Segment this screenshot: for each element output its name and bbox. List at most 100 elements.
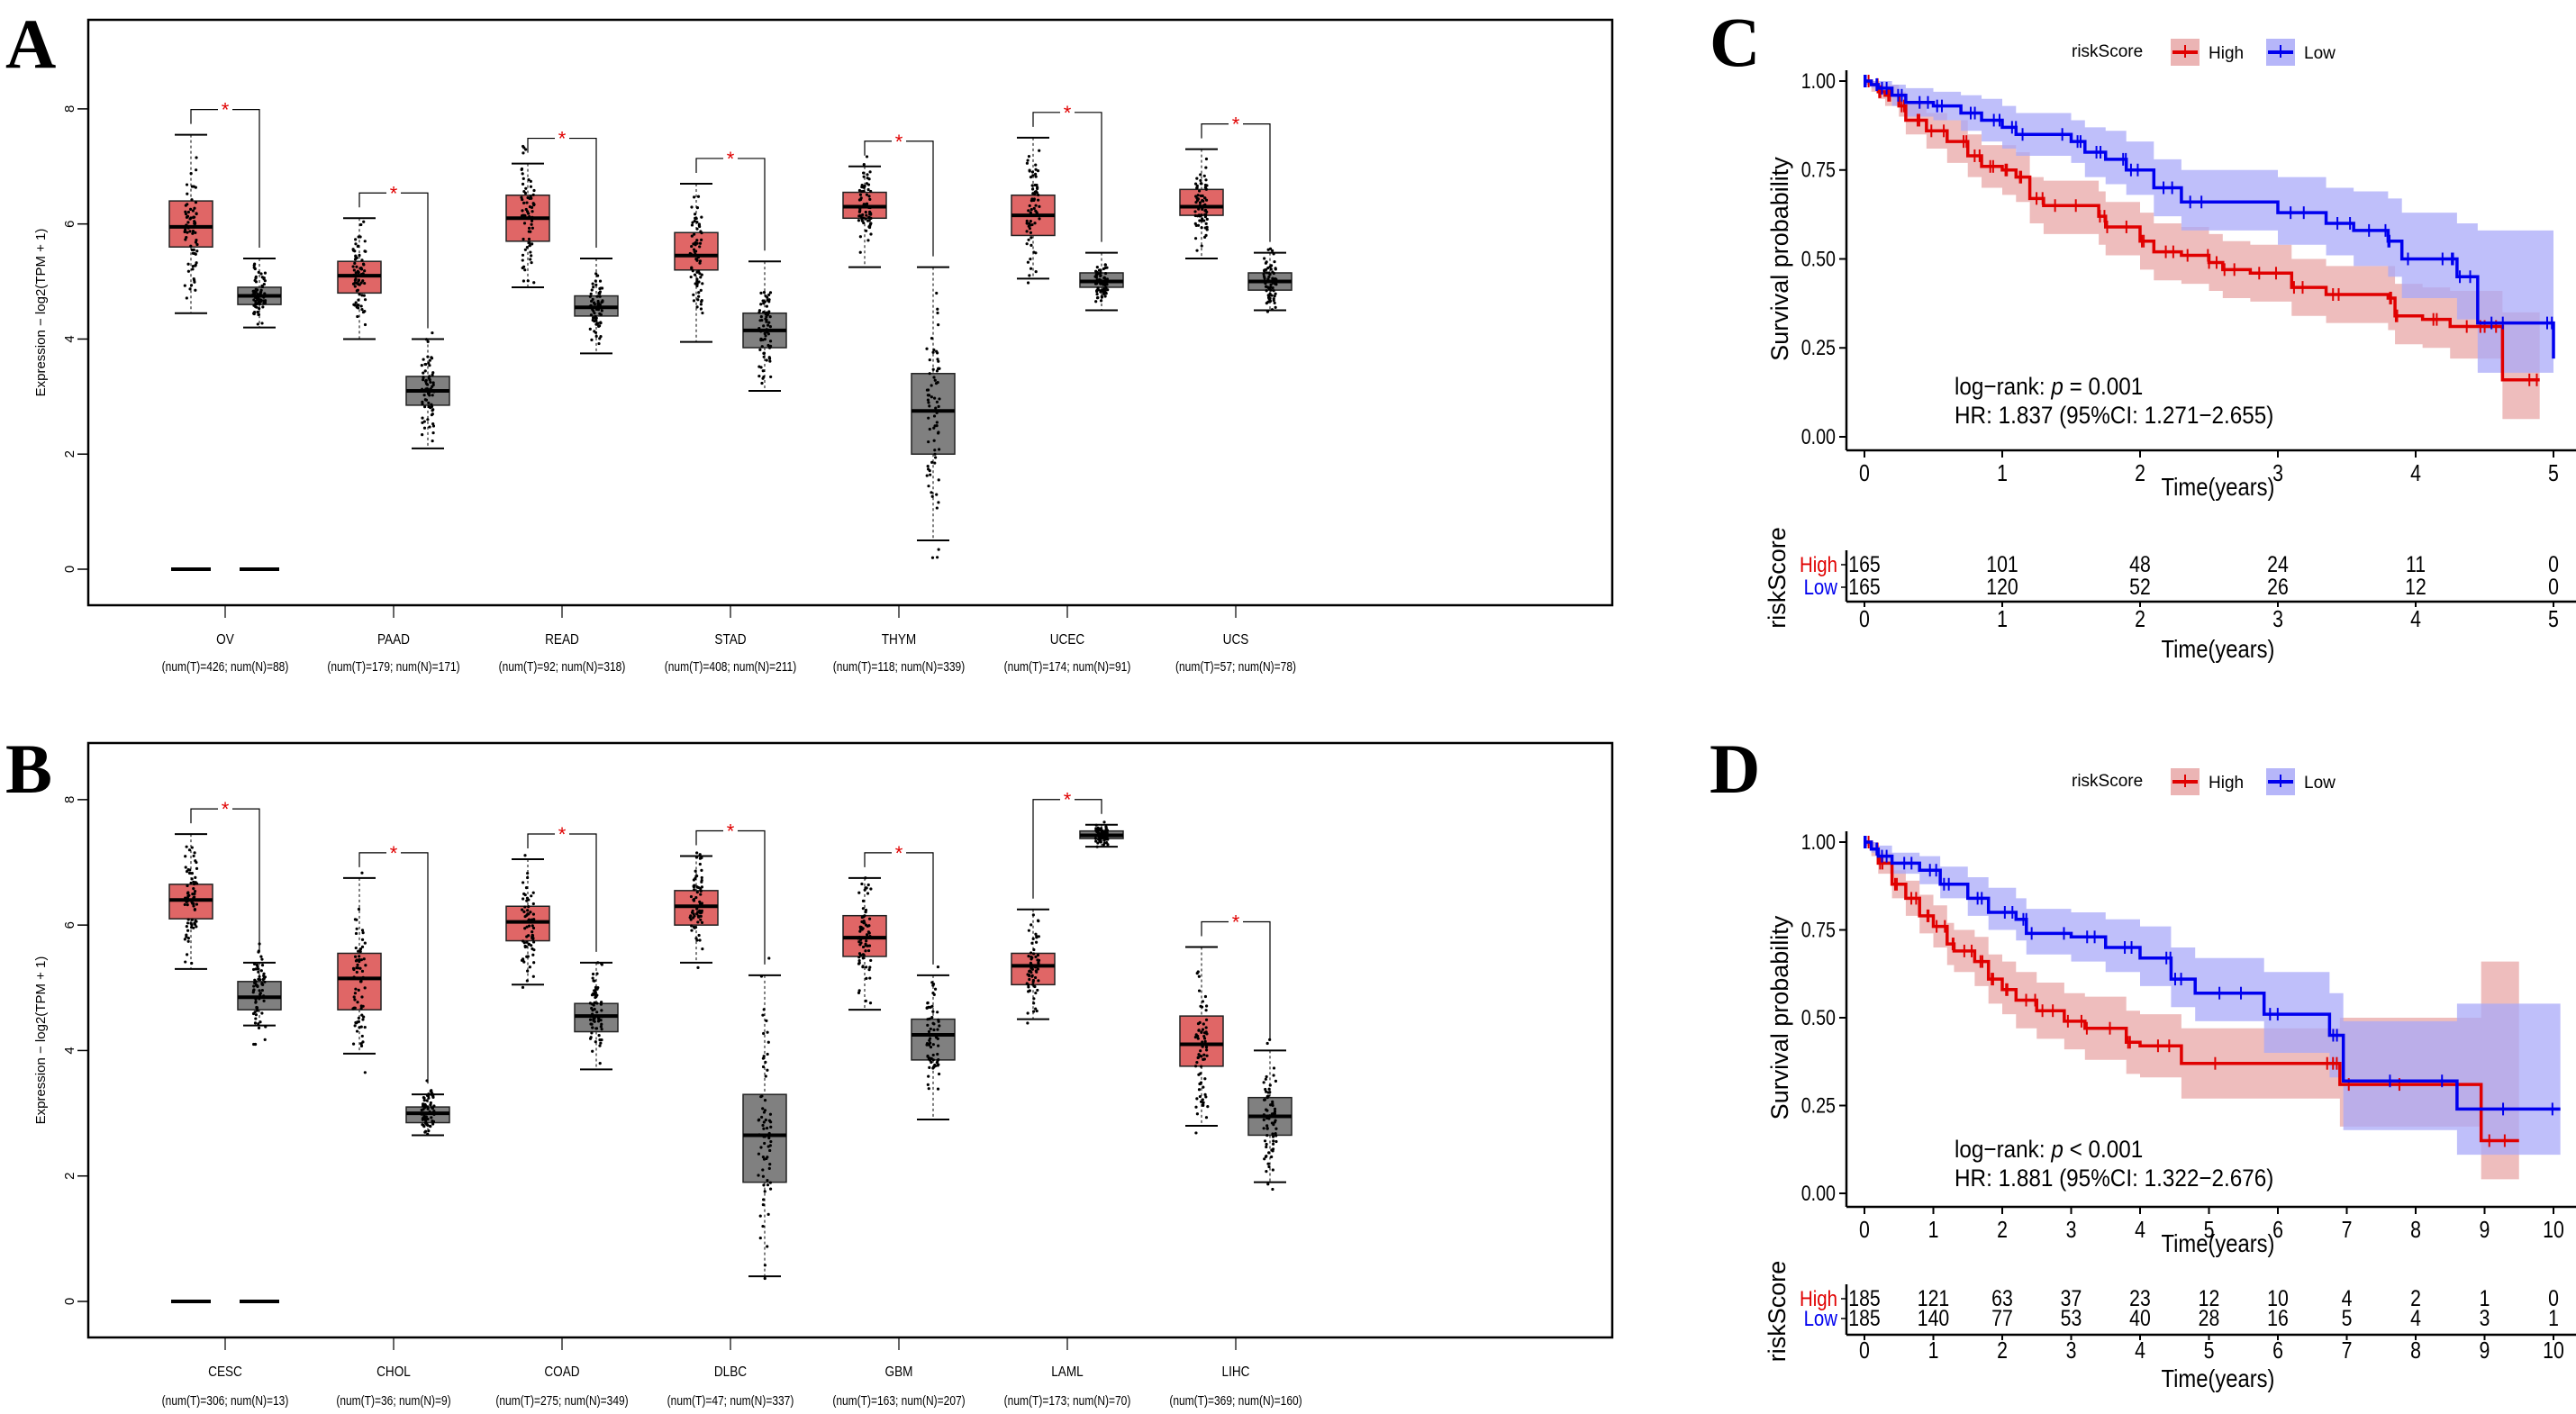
data-point [530,219,534,222]
tumor-box [337,871,382,1074]
risk-row-label-low: Low [1804,1306,1838,1330]
data-point [935,291,939,295]
data-point [1197,1088,1202,1092]
data-point [1029,923,1033,927]
data-point [932,348,936,352]
data-point [363,281,367,286]
data-point [253,262,257,266]
risk-table-x-tick-label: 0 [1859,1337,1870,1364]
data-point [1271,1100,1274,1103]
data-point [264,1025,268,1029]
data-point [184,866,187,869]
data-point [431,1106,434,1110]
data-point [692,293,695,296]
data-point [525,899,529,902]
data-point [1195,249,1199,252]
data-point [185,223,188,227]
data-point [1034,163,1038,167]
significance-bracket [1032,799,1102,899]
data-point [1029,267,1033,270]
risk-count: 101 [1986,551,2018,576]
data-point [190,846,194,849]
data-point [189,881,193,885]
data-point [527,942,531,946]
data-point [361,931,365,935]
data-point [762,1183,766,1187]
risk-table-x-tick-label: 3 [2272,606,2283,633]
data-point [530,894,533,898]
data-point [761,1168,765,1172]
data-point [1100,830,1103,834]
data-point [184,210,187,213]
data-point [429,380,432,385]
data-point [1267,275,1271,278]
hazard-ratio-annotation: HR: 1.881 (95%CI: 1.322−2.676) [1955,1165,2273,1192]
data-point [1202,204,1206,207]
risk-table-x-tick-label: 4 [2135,1337,2145,1364]
data-point [597,341,601,346]
data-point [355,918,358,921]
data-point [936,307,939,311]
data-point [931,350,935,354]
x-tick-label: 7 [2342,1217,2353,1244]
data-point [422,358,425,361]
data-point [1265,1074,1268,1079]
data-point [695,305,699,309]
data-point [866,183,871,186]
data-point [260,964,265,967]
data-point [1264,1155,1268,1158]
data-point [767,956,771,960]
data-point [926,398,930,402]
data-point [526,909,530,912]
y-tick-label: 6 [62,220,77,227]
data-point [935,400,939,403]
tumor-box [674,851,719,969]
data-point [527,924,531,928]
data-point [194,881,197,884]
data-point [261,305,265,309]
data-point [186,891,190,894]
data-point [765,328,768,331]
x-axis-label: Time(years) [2162,472,2275,501]
data-point [1204,1095,1208,1099]
data-point [262,295,266,299]
tumor-box [168,833,213,1303]
data-point [263,980,267,983]
data-point [360,995,364,999]
data-point [863,914,866,918]
legend-label-low: Low [2304,774,2336,793]
data-point [352,995,356,999]
data-point [1195,177,1199,180]
category-ucec: UCEC(num(T)=174; num(N)=91)* [1004,102,1131,674]
data-point [1029,208,1033,212]
data-point [596,274,600,277]
data-point [256,298,259,302]
data-point [184,238,187,241]
data-point [1273,1107,1277,1110]
data-point [867,944,872,947]
tumor-box [168,133,213,571]
y-tick-label: 6 [62,921,77,929]
data-point [762,324,766,328]
data-point [523,905,527,909]
panel-label-d: D [1710,730,1761,808]
data-point [759,366,763,369]
data-point [1262,272,1265,276]
data-point [699,288,703,292]
data-point [195,212,198,216]
data-point [594,272,598,276]
data-point [1201,1040,1204,1044]
data-point [186,939,190,943]
data-point [262,972,266,975]
data-point [697,915,701,919]
data-point [694,217,698,221]
data-point [930,491,933,494]
data-point [191,267,195,271]
data-point [593,312,596,315]
data-point [930,395,933,399]
risk-count: 0 [2548,574,2559,599]
data-point [1270,1121,1274,1125]
risk-count: 0 [2548,551,2559,576]
data-point [866,187,870,192]
data-point [531,202,535,205]
